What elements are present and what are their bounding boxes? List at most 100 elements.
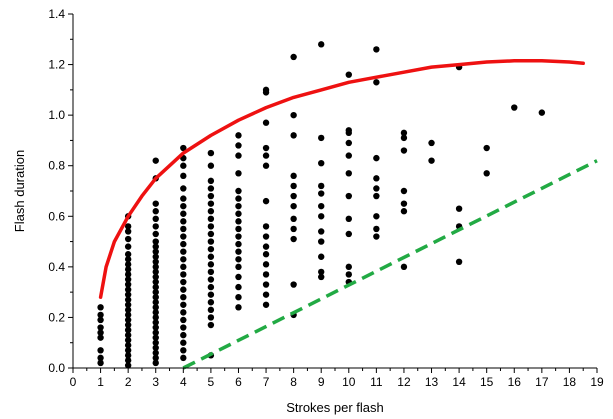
data-point [290, 132, 297, 139]
data-point [207, 306, 215, 314]
data-point [262, 291, 270, 298]
y-tick-label: 0.4 [48, 260, 65, 274]
data-point [345, 71, 352, 78]
data-point [124, 357, 132, 364]
data-point [152, 248, 159, 255]
data-point [207, 283, 215, 291]
y-tick-label: 0.2 [48, 310, 65, 324]
data-point [207, 162, 215, 169]
data-point [207, 268, 215, 276]
data-point [290, 202, 297, 210]
y-axis-title: Flash duration [12, 150, 27, 232]
data-point [373, 233, 380, 240]
data-point [262, 152, 270, 159]
data-point [180, 263, 187, 271]
data-point [180, 339, 187, 346]
data-point [180, 309, 187, 316]
x-tick-label: 6 [235, 375, 242, 389]
data-point [235, 273, 242, 281]
data-point [345, 230, 352, 238]
data-point [207, 276, 215, 283]
data-point [207, 291, 215, 298]
data-point [262, 223, 270, 230]
data-point [124, 326, 132, 334]
data-point [400, 134, 408, 142]
data-point [180, 195, 187, 202]
data-point [124, 301, 132, 308]
data-point [152, 268, 159, 276]
data-point [235, 142, 242, 149]
data-point [180, 225, 187, 233]
data-point [345, 263, 352, 271]
data-point [318, 159, 325, 167]
data-point [235, 256, 242, 263]
data-point [124, 291, 132, 298]
data-point [345, 152, 352, 159]
data-point [152, 273, 159, 281]
data-point [152, 309, 159, 316]
data-point [262, 261, 270, 268]
axes-layer [72, 14, 597, 369]
data-point [262, 251, 270, 258]
data-point [345, 271, 352, 278]
data-point [290, 235, 297, 243]
data-point [235, 263, 242, 271]
data-point [152, 304, 159, 311]
data-point [345, 139, 352, 147]
data-point [235, 218, 242, 225]
data-point [97, 304, 104, 311]
data-point [235, 240, 242, 248]
lower-bound-dashed-line [182, 159, 598, 370]
data-point [152, 230, 159, 238]
data-point [97, 334, 104, 341]
data-point [207, 192, 215, 200]
data-point [97, 324, 104, 331]
data-point [262, 243, 270, 250]
data-point [124, 336, 132, 344]
data-point [180, 324, 187, 331]
data-point [124, 362, 132, 369]
data-point [152, 278, 159, 286]
data-point [207, 185, 215, 192]
data-point [318, 273, 325, 281]
x-tick-label: 14 [452, 375, 466, 389]
data-point [152, 324, 159, 331]
data-point [180, 210, 187, 217]
data-point [97, 359, 104, 367]
data-point [345, 127, 352, 134]
y-tick-label: 1.4 [48, 7, 65, 21]
data-point [318, 268, 325, 276]
data-point [152, 344, 159, 351]
data-point [373, 79, 380, 86]
data-point [207, 245, 215, 253]
data-point [180, 256, 187, 263]
data-point [180, 294, 187, 301]
data-point [290, 182, 297, 190]
data-point [538, 109, 546, 116]
x-tick-label: 9 [318, 375, 325, 389]
data-point [318, 182, 325, 190]
data-point [97, 347, 104, 354]
data-point [318, 41, 325, 48]
y-tick-label: 1.2 [48, 58, 65, 72]
x-tick-label: 4 [180, 375, 187, 389]
data-point [180, 162, 187, 169]
data-point [180, 316, 187, 324]
data-point [124, 321, 132, 329]
data-point [97, 311, 104, 319]
data-point [124, 347, 132, 354]
data-point [207, 230, 215, 238]
x-tick-label: 16 [508, 375, 522, 389]
x-tick-label: 3 [152, 375, 159, 389]
data-point [207, 314, 215, 321]
data-point [207, 223, 215, 230]
data-point [235, 170, 242, 177]
data-point [207, 238, 215, 245]
data-point [235, 195, 242, 202]
data-point [180, 354, 187, 362]
data-point [180, 286, 187, 293]
data-point [124, 352, 132, 359]
data-point [318, 228, 325, 235]
data-point [124, 243, 132, 250]
data-point [152, 200, 159, 207]
